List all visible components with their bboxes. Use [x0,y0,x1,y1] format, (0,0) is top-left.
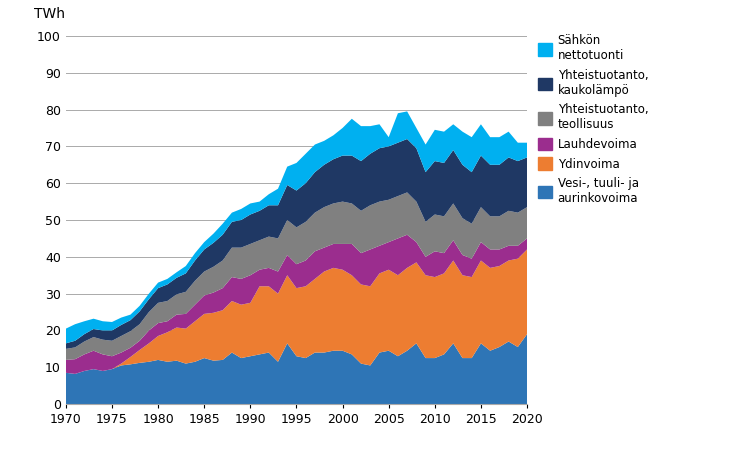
Legend: Sähkön
nettotuonti, Yhteistuotanto,
kaukolämpö, Yhteistuotanto,
teollisuus, Lauh: Sähkön nettotuonti, Yhteistuotanto, kauk… [537,35,649,205]
Text: TWh: TWh [34,7,64,21]
